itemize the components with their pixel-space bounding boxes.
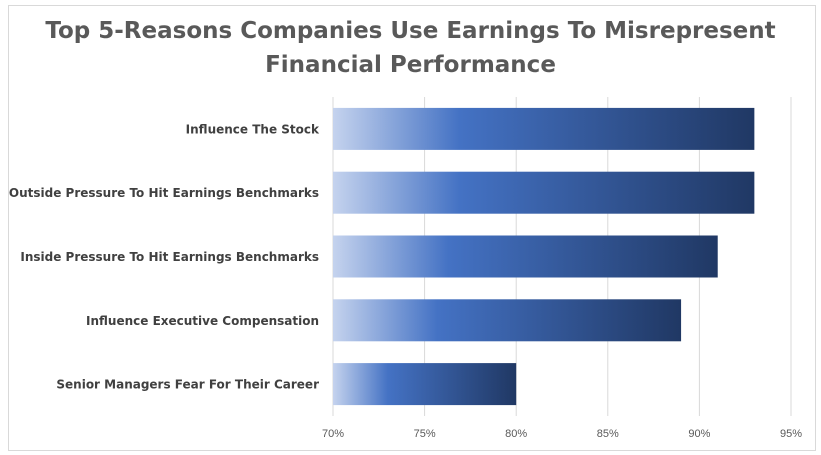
- chart-title: Top 5-Reasons Companies Use Earnings To …: [0, 14, 821, 82]
- x-tick-label: 90%: [688, 428, 710, 440]
- bar: [333, 363, 517, 406]
- x-tick-label: 70%: [322, 428, 344, 440]
- chart-title-line-1: Top 5-Reasons Companies Use Earnings To …: [45, 18, 776, 44]
- category-label: Influence Executive Compensation: [86, 314, 319, 328]
- category-label: Influence The Stock: [186, 122, 320, 136]
- category-label: Inside Pressure To Hit Earnings Benchmar…: [20, 250, 319, 264]
- x-tick-label: 95%: [780, 428, 802, 440]
- category-label: Senior Managers Fear For Their Career: [56, 378, 319, 392]
- chart-title-line-2: Financial Performance: [265, 52, 556, 78]
- category-label: Outside Pressure To Hit Earnings Benchma…: [9, 186, 319, 200]
- bar: [333, 171, 755, 214]
- bar: [333, 107, 755, 150]
- x-tick-label: 85%: [597, 428, 619, 440]
- x-tick-label: 80%: [505, 428, 527, 440]
- x-tick-label: 75%: [414, 428, 436, 440]
- bar: [333, 235, 718, 278]
- bar: [333, 299, 682, 342]
